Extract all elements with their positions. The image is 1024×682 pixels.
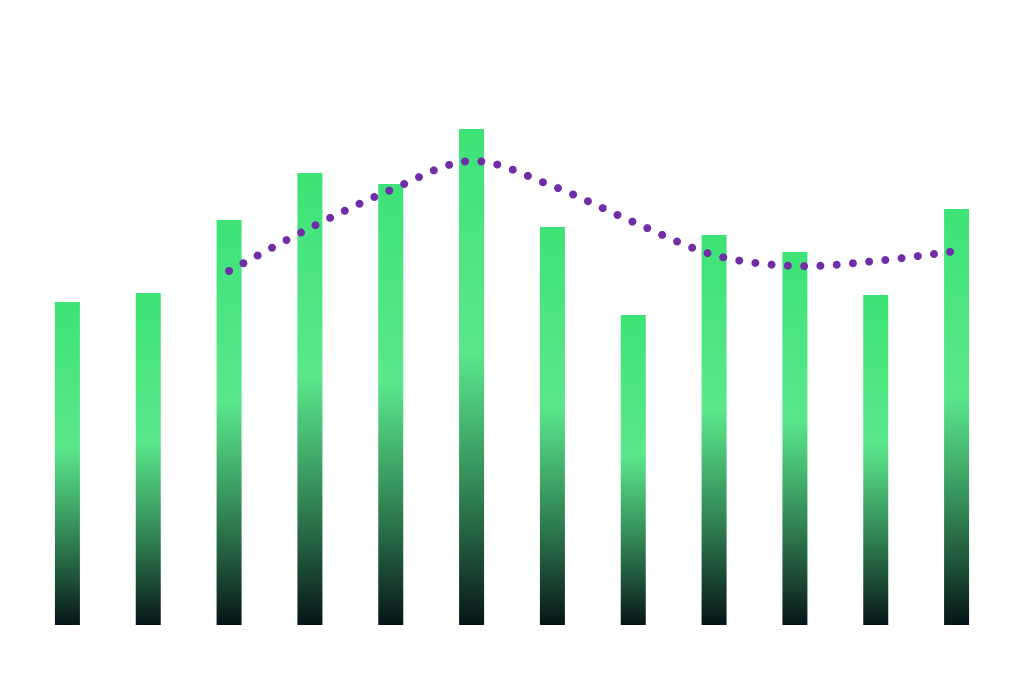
bar bbox=[54, 302, 80, 625]
bar bbox=[701, 235, 727, 625]
bar bbox=[944, 209, 970, 625]
bar bbox=[459, 129, 485, 625]
bar bbox=[135, 293, 161, 625]
bar bbox=[620, 315, 646, 625]
bar bbox=[539, 227, 565, 625]
bar bbox=[782, 252, 808, 625]
bar bbox=[297, 173, 323, 625]
bar bbox=[216, 220, 242, 625]
bar bbox=[863, 295, 889, 625]
bar bbox=[378, 184, 404, 625]
trend-line bbox=[225, 156, 961, 275]
